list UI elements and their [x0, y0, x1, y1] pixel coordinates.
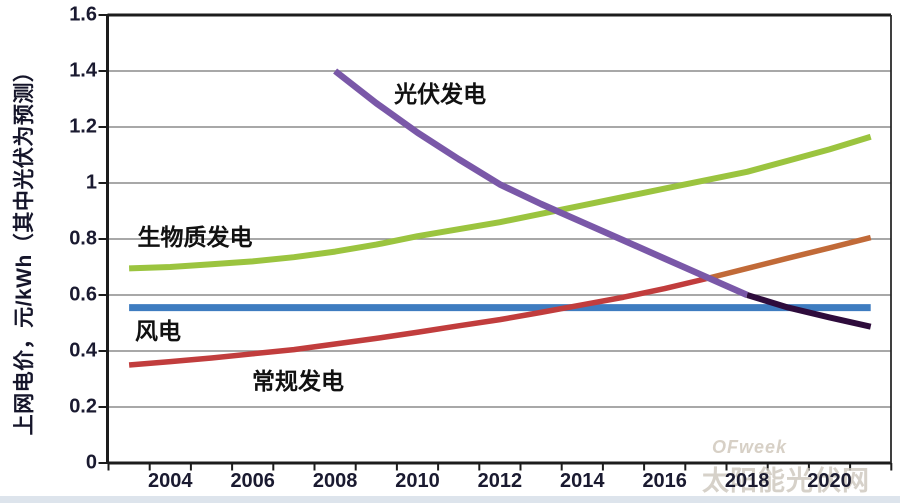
x-tick-label: 2016	[642, 470, 687, 492]
series-line-conventional-power	[128, 276, 707, 368]
y-tick-label: 1.6	[69, 3, 97, 26]
watermark-ofweek-logo: OFweek	[712, 437, 788, 457]
y-tick-label: 1.2	[69, 115, 97, 138]
bottom-edge-strip	[0, 496, 900, 503]
series-line-pv-power	[333, 68, 749, 298]
x-tick-label: 2018	[724, 470, 770, 492]
x-tick-label: 2010	[395, 470, 440, 492]
y-tick-label: 0.4	[69, 339, 97, 362]
x-tick-label: 2008	[312, 470, 358, 492]
x-tick-label: 2020	[807, 470, 852, 492]
y-tick-label: 0.6	[69, 283, 97, 306]
series-label-pv: 光伏发电	[394, 81, 487, 107]
y-tick-label: 0	[85, 451, 97, 474]
x-tick-label: 2012	[477, 470, 523, 492]
series-line-biomass-power	[128, 133, 872, 272]
x-tick-label: 2014	[560, 470, 605, 492]
x-tick-label: 2004	[148, 470, 193, 492]
y-axis-title: 上网电价，元/kWh（其中光伏为预测）	[13, 60, 36, 436]
y-tick-label: 1	[85, 171, 97, 194]
x-tick-label: 2006	[230, 470, 275, 492]
watermark-site-name: 太阳能光伏网	[702, 466, 870, 496]
series-label-wind: 风电	[134, 317, 181, 344]
series-label-conventional: 常规发电	[252, 368, 345, 394]
series-label-biomass: 生物质发电	[137, 223, 253, 250]
series-line-conventional-power-forecast	[705, 234, 872, 282]
y-tick-label: 0.8	[69, 227, 97, 250]
y-tick-label: 0.2	[69, 395, 97, 418]
series-line-pv-power-forecast	[746, 292, 872, 330]
y-tick-label: 1.4	[69, 59, 97, 82]
